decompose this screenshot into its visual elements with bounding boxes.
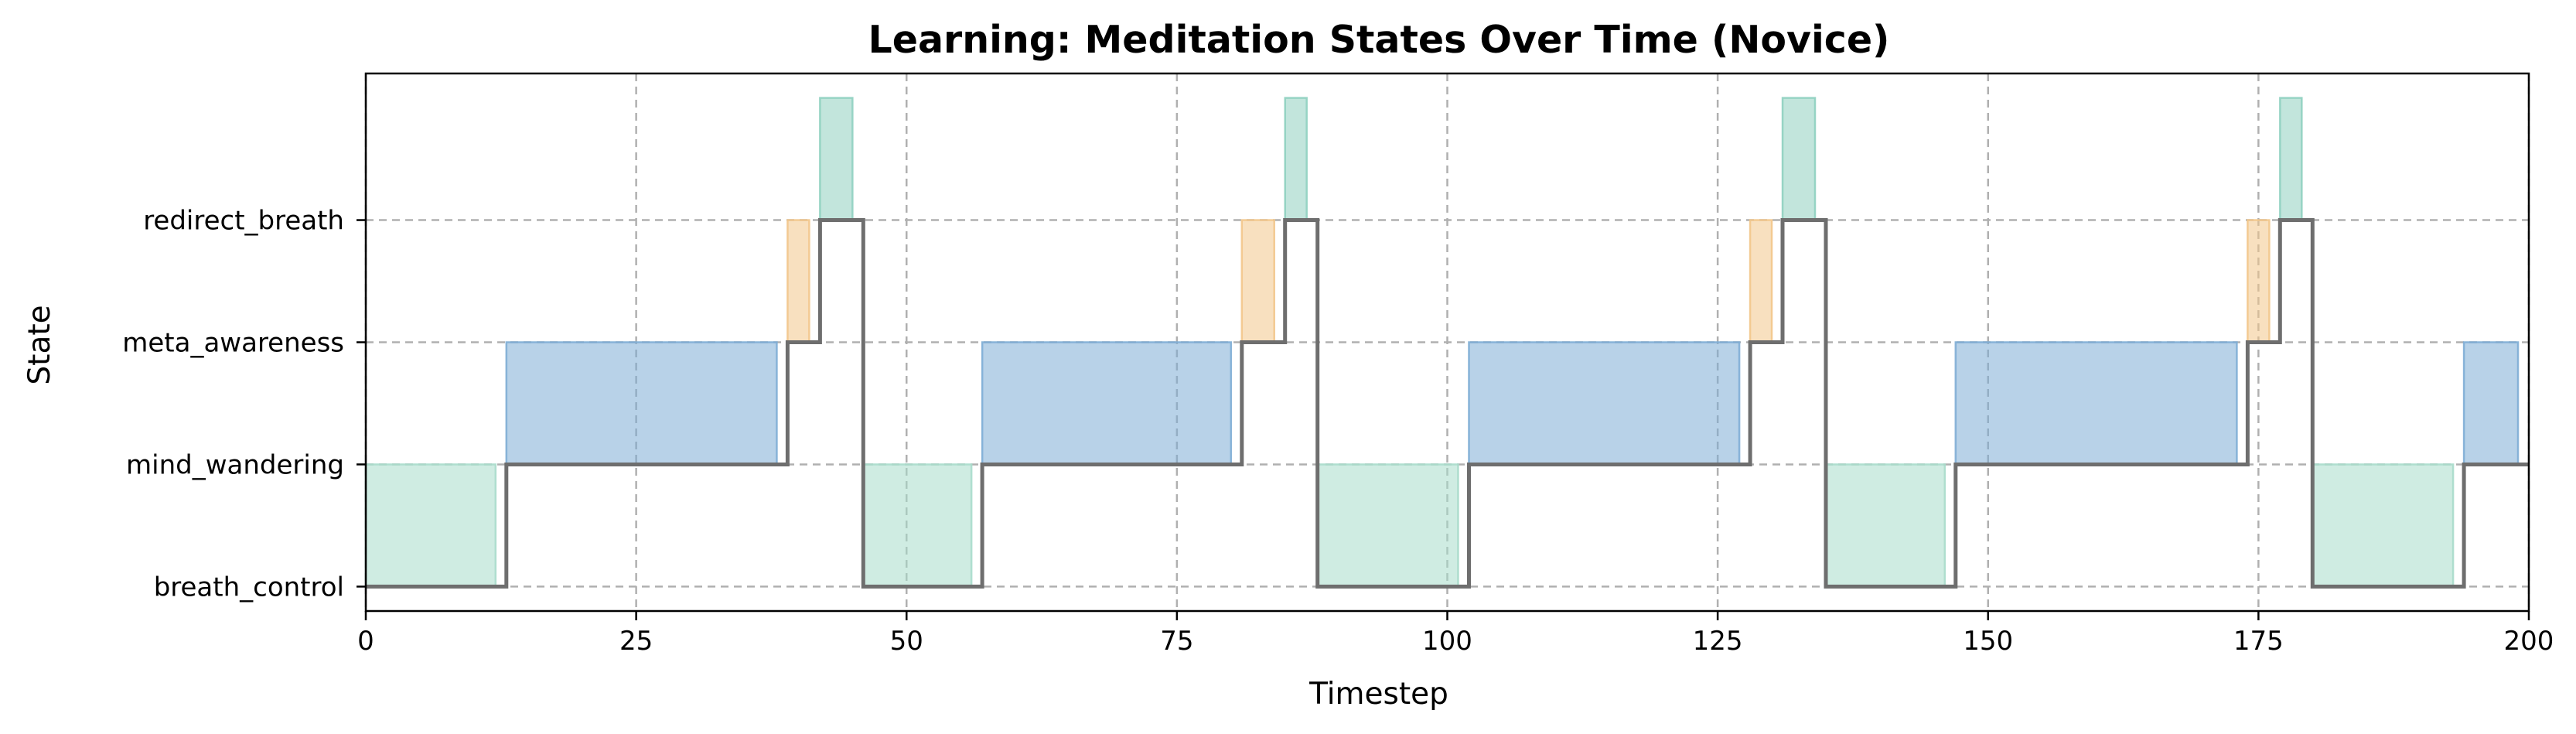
segment-mind-wandering [1468,341,1741,466]
x-tick-label: 150 [1963,626,2013,657]
segment-mind-wandering [505,341,778,466]
segment-redirect-breath [2279,97,2303,221]
state-segments [364,97,2520,588]
x-tick-label: 200 [2504,626,2554,657]
x-axis-ticks: 0 25 50 75 100 125 150 175 200 [357,611,2554,657]
segment-redirect-breath [1781,97,1817,221]
segment-breath-control [1316,463,1459,588]
segment-meta-awareness [1749,219,1773,343]
y-axis-label: State [22,305,57,384]
x-tick-label: 0 [357,626,374,657]
x-tick-label: 75 [1160,626,1193,657]
x-tick-label: 125 [1693,626,1743,657]
segment-mind-wandering [2462,341,2520,466]
segment-breath-control [862,463,973,588]
segment-mind-wandering [1954,341,2238,466]
segment-meta-awareness [2247,219,2271,343]
segment-redirect-breath [1284,97,1308,221]
x-tick-label: 100 [1422,626,1472,657]
state-step-line [366,218,2529,589]
segment-mind-wandering [981,341,1233,466]
y-tick-label: breath_control [154,572,344,603]
segment-meta-awareness [1240,219,1275,343]
y-tick-label: mind_wandering [126,449,344,480]
segment-breath-control [364,463,497,588]
segment-breath-control [1824,463,1947,588]
segment-breath-control [2312,463,2455,588]
x-tick-label: 175 [2233,626,2284,657]
chart-title: Learning: Meditation States Over Time (N… [868,18,1890,62]
x-tick-label: 25 [619,626,653,657]
x-axis-label: Timestep [1308,677,1448,712]
segment-redirect-breath [819,97,854,221]
y-tick-label: meta_awareness [122,328,344,359]
segment-meta-awareness [786,219,810,343]
y-tick-label: redirect_breath [143,206,344,237]
y-axis-ticks: breath_control mind_wandering meta_awarene… [122,206,366,603]
x-tick-label: 50 [890,626,923,657]
